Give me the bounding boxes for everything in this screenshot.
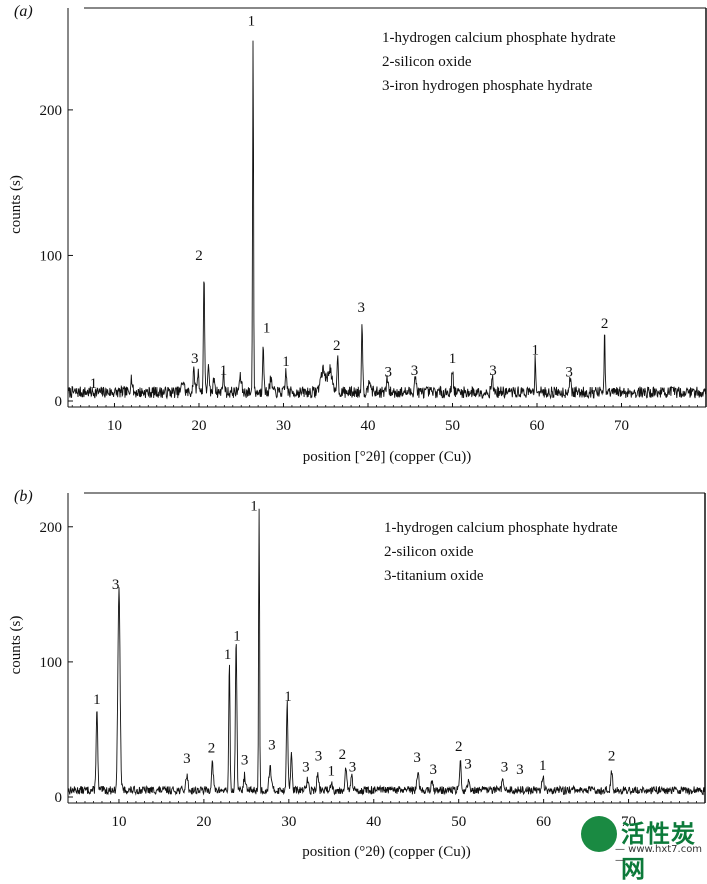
chart-panel: (b) 10 20 30 40 50 60 70 0 100 200 position (°2θ) (… xyxy=(8,488,706,860)
peak-label: 1 xyxy=(248,13,256,29)
watermark: 活性炭网 — www.hxt7.com — xyxy=(579,812,707,883)
x-axis-label: position [°2θ] (copper (Cu)) xyxy=(303,449,472,465)
peak-label: 3 xyxy=(268,738,276,754)
watermark-url: — www.hxt7.com — xyxy=(615,844,703,866)
x-tick-label: 40 xyxy=(366,814,381,830)
peak-label: 1 xyxy=(328,763,336,779)
legend-entry: 3-titanium oxide xyxy=(384,568,484,584)
peak-label: 3 xyxy=(565,364,573,380)
peak-label: 2 xyxy=(339,747,347,763)
panel-label: (a) xyxy=(14,3,33,20)
x-tick-label: 60 xyxy=(529,418,544,434)
x-tick-label: 30 xyxy=(276,418,291,434)
peak-label: 3 xyxy=(357,300,365,316)
peak-label: 3 xyxy=(464,757,472,773)
peak-label: 3 xyxy=(191,351,199,367)
watermark-logo-icon xyxy=(581,816,617,852)
y-tick-label: 200 xyxy=(40,520,63,536)
peak-label: 3 xyxy=(183,751,191,767)
peak-label: 3 xyxy=(489,363,497,379)
peak-label: 3 xyxy=(385,364,393,380)
peak-label: 1 xyxy=(539,758,547,774)
peak-label: 2 xyxy=(208,740,216,756)
x-tick-label: 40 xyxy=(360,418,375,434)
peak-label: 3 xyxy=(413,750,421,766)
x-tick-label: 30 xyxy=(281,814,296,830)
peak-label: 3 xyxy=(241,753,249,769)
peak-label: 1 xyxy=(233,628,241,644)
x-tick-label: 20 xyxy=(196,814,211,830)
peak-label: 1 xyxy=(224,647,232,663)
chart-panel: (a) 10 20 30 40 50 60 70 0 100 200 position [°2θ] (… xyxy=(8,3,707,465)
x-tick-label: 20 xyxy=(191,418,206,434)
legend-entry: 1-hydrogen calcium phosphate hydrate xyxy=(384,520,618,536)
x-tick-label: 10 xyxy=(111,814,126,830)
x-tick-label: 50 xyxy=(445,418,460,434)
legend-entry: 2-silicon oxide xyxy=(382,54,472,70)
xrd-trace xyxy=(67,508,705,796)
peak-label: 1 xyxy=(282,354,290,370)
peak-label: 3 xyxy=(429,762,437,778)
y-tick-label: 200 xyxy=(40,103,63,119)
peak-label: 1 xyxy=(284,689,292,705)
y-tick-label: 0 xyxy=(55,394,63,410)
peak-label: 3 xyxy=(315,749,323,765)
x-tick-label: 50 xyxy=(451,814,466,830)
peak-label: 1 xyxy=(93,692,101,708)
xrd-trace xyxy=(67,40,707,400)
x-tick-label: 60 xyxy=(536,814,551,830)
x-tick-label: 70 xyxy=(614,418,629,434)
x-tick-label: 70 xyxy=(621,814,636,830)
peak-label: 3 xyxy=(516,762,524,778)
peak-label: 2 xyxy=(608,749,616,765)
peak-label: 2 xyxy=(333,338,341,354)
peak-label: 1 xyxy=(263,321,271,337)
panel-label: (b) xyxy=(14,488,33,505)
peak-label: 1 xyxy=(449,351,457,367)
peak-label: 1 xyxy=(532,342,540,358)
y-axis-label: counts (s) xyxy=(8,175,24,234)
peak-label: 3 xyxy=(302,759,310,775)
peak-label: 2 xyxy=(455,739,463,755)
x-axis-label: position (°2θ) (copper (Cu)) xyxy=(302,844,471,860)
peak-label: 1 xyxy=(250,499,258,515)
peak-label: 3 xyxy=(349,759,357,775)
x-tick-label: 10 xyxy=(107,418,122,434)
legend-entry: 2-silicon oxide xyxy=(384,544,474,560)
peak-label: 1 xyxy=(220,363,228,379)
legend-entry: 1-hydrogen calcium phosphate hydrate xyxy=(382,30,616,46)
legend-entry: 3-iron hydrogen phosphate hydrate xyxy=(382,78,593,94)
peak-label: 2 xyxy=(601,316,609,332)
y-tick-label: 100 xyxy=(40,655,63,671)
y-tick-label: 0 xyxy=(55,790,63,806)
peak-label: 1 xyxy=(90,376,98,392)
peak-label: 2 xyxy=(195,248,203,264)
peak-label: 3 xyxy=(112,577,120,593)
peak-label: 3 xyxy=(411,363,419,379)
y-tick-label: 100 xyxy=(40,248,63,264)
peak-label: 3 xyxy=(501,759,509,775)
y-axis-label: counts (s) xyxy=(8,616,24,675)
